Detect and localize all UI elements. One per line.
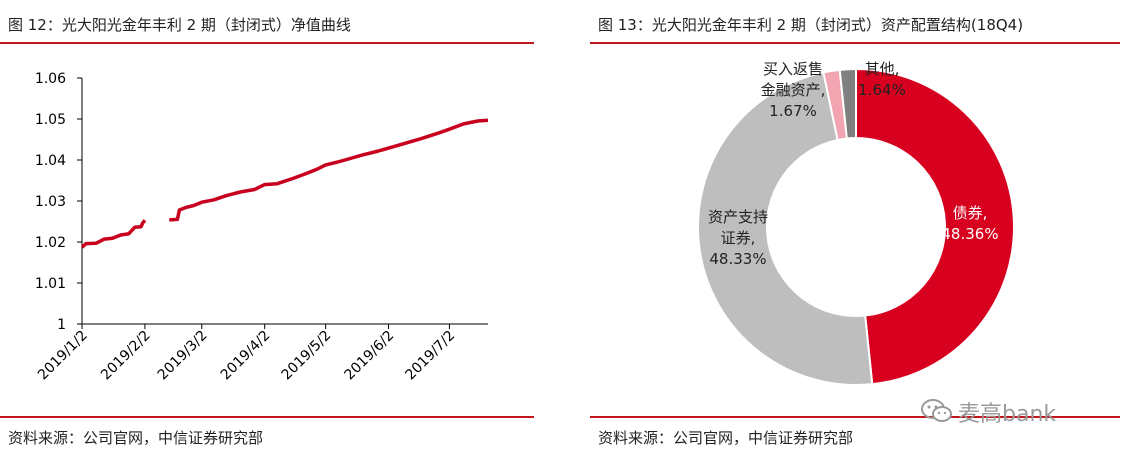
x-tick-label: 2019/5/2: [279, 328, 335, 384]
x-tick-label: 2019/3/2: [155, 328, 211, 384]
right-title-rule: [590, 42, 1120, 44]
y-tick-label: 1.02: [35, 235, 66, 251]
nav-series-line: [80, 219, 147, 249]
y-tick-label: 1.04: [35, 153, 66, 169]
x-tick-label: 2019/2/2: [98, 328, 154, 384]
donut-label-line: 买入返售: [763, 60, 823, 78]
nav-series-line: [169, 118, 489, 222]
left-source-rule: [0, 416, 534, 418]
right-source-rule: [590, 416, 1120, 418]
watermark-text: 麦高bank: [958, 402, 1057, 427]
left-chart-title: 图 12：光大阳光金年丰利 2 期（封闭式）净值曲线: [8, 16, 351, 34]
wechat-icon: [921, 399, 952, 422]
donut-label-line: 48.36%: [941, 225, 998, 243]
donut-slice-label: 其他, 1.64%: [858, 60, 906, 99]
donut-label-line: 其他,: [865, 60, 900, 78]
donut-label-line: 债券,: [953, 204, 988, 222]
donut-slice-label: 债券, 48.36%: [941, 204, 998, 243]
right-chart-title: 图 13：光大阳光金年丰利 2 期（封闭式）资产配置结构(18Q4): [598, 16, 1024, 34]
donut-slice: [855, 67, 1015, 386]
left-source-note: 资料来源：公司官网，中信证券研究部: [8, 429, 264, 447]
y-tick-label: 1.05: [35, 112, 66, 128]
donut-label-line: 金融资产,: [761, 81, 826, 99]
y-tick-label: 1.01: [35, 276, 66, 292]
y-tick-label: 1.06: [35, 71, 66, 87]
donut-slice: [838, 67, 857, 140]
donut-label-line: 48.33%: [709, 250, 766, 268]
donut-label-line: 1.64%: [858, 81, 906, 99]
x-tick-label: 2019/7/2: [402, 328, 458, 384]
left-title-rule: [0, 42, 534, 44]
right-source-note: 资料来源：公司官网，中信证券研究部: [598, 429, 854, 447]
x-tick-label: 2019/4/2: [218, 328, 274, 384]
donut-label-line: 资产支持: [708, 208, 768, 226]
donut-label-line: 证券,: [721, 229, 756, 247]
y-tick-label: 1: [57, 317, 66, 333]
donut-slice: [697, 71, 874, 386]
y-tick-label: 1.03: [35, 194, 66, 210]
x-tick-label: 2019/6/2: [342, 328, 398, 384]
x-tick-label: 2019/1/2: [35, 328, 91, 384]
donut-label-line: 1.67%: [769, 102, 817, 120]
